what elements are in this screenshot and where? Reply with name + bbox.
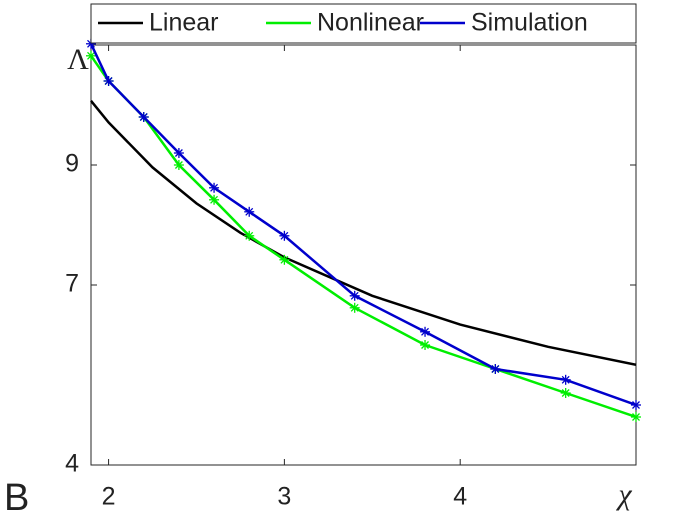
marker [349, 290, 360, 301]
marker-stroke [245, 231, 254, 240]
y-tick-label: 9 [65, 150, 79, 178]
marker [490, 364, 501, 374]
marker [173, 148, 184, 158]
marker-stroke [104, 77, 113, 85]
series-line [89, 43, 637, 407]
marker [173, 160, 184, 170]
marker [279, 254, 290, 265]
panel-label: B [4, 477, 29, 519]
marker [420, 340, 431, 350]
marker-stroke [491, 365, 500, 373]
x-tick-label: 2 [102, 483, 116, 511]
series-line [89, 55, 637, 419]
marker-stroke [87, 51, 95, 60]
series-markers [86, 38, 641, 410]
y-tick-label: 4 [65, 450, 79, 478]
marker-stroke [210, 195, 219, 204]
marker-stroke [632, 401, 640, 409]
marker-stroke [139, 113, 148, 121]
legend: Linear Nonlinear Simulation [90, 3, 637, 44]
marker [560, 374, 571, 385]
y-axis-label: Λ [67, 43, 89, 76]
plot-frame [90, 44, 637, 466]
legend-box [90, 3, 637, 44]
marker [631, 412, 641, 422]
y-tick-label: 7 [65, 270, 79, 298]
marker [631, 400, 641, 410]
marker [209, 182, 220, 193]
marker-stroke [421, 327, 429, 336]
marker-stroke [561, 375, 570, 384]
marker-stroke [350, 291, 359, 300]
marker [244, 206, 255, 217]
marker [138, 112, 149, 122]
marker-stroke [245, 207, 254, 216]
marker-stroke [561, 389, 570, 397]
marker [209, 194, 220, 205]
marker-stroke [210, 183, 219, 192]
marker [86, 50, 96, 61]
legend-label: Simulation [471, 9, 588, 37]
x-axis-label: χ [615, 478, 632, 511]
marker-stroke [280, 255, 289, 264]
marker-stroke [632, 413, 640, 421]
marker [420, 326, 431, 337]
marker-stroke [421, 341, 429, 349]
legend-label: Nonlinear [317, 9, 424, 37]
marker-stroke [174, 149, 183, 157]
marker [244, 230, 255, 241]
marker [103, 76, 114, 86]
series-markers [86, 50, 641, 422]
marker [560, 388, 571, 398]
marker-stroke [174, 161, 183, 169]
series-line [90, 100, 637, 367]
x-tick-label: 4 [453, 483, 467, 511]
marker [349, 302, 360, 313]
marker-stroke [280, 231, 289, 240]
marker-stroke [350, 303, 359, 312]
marker [279, 230, 290, 241]
x-tick-label: 3 [277, 483, 291, 511]
legend-label: Linear [149, 9, 219, 37]
